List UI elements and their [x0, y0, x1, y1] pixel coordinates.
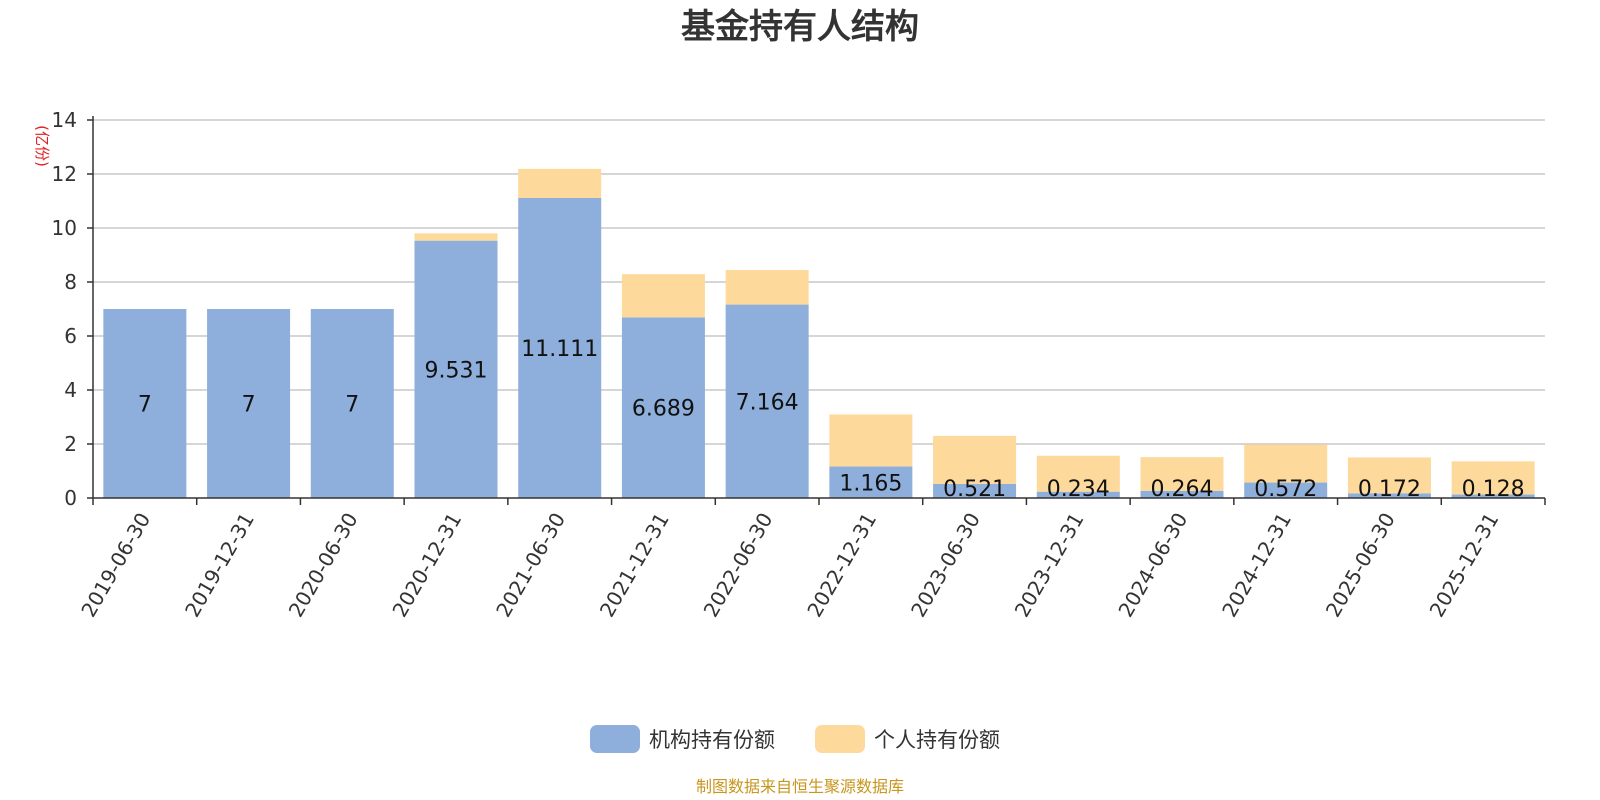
data-labels: 7 7 7 9.531 11.111 6.689 7.164 1.165 0.521 0.234 0… — [138, 337, 1525, 502]
bar-institutional — [207, 309, 291, 498]
data-label: 7 — [242, 393, 256, 418]
bar-individual — [518, 168, 602, 199]
y-tick-label: 8 — [64, 270, 77, 294]
y-tick-label: 0 — [64, 486, 77, 510]
y-tick-label: 14 — [52, 108, 77, 132]
legend-label: 机构持有份额 — [649, 728, 775, 752]
data-label: 7.164 — [736, 390, 799, 415]
bar-individual — [1036, 455, 1120, 492]
data-label: 0.128 — [1462, 477, 1525, 502]
data-label: 7 — [345, 393, 359, 418]
legend-item-institutional[interactable]: 机构持有份额 — [590, 725, 775, 753]
data-label: 0.172 — [1358, 477, 1421, 502]
y-tick-label: 10 — [52, 216, 77, 240]
legend-swatch — [815, 725, 865, 753]
bar-individual — [1140, 457, 1224, 491]
y-tick-label: 6 — [64, 324, 77, 348]
x-tick-label: 2019-12-31 — [180, 509, 259, 622]
y-tick-labels: 0 2 4 6 8 10 12 14 — [52, 108, 77, 510]
y-tick-label: 4 — [64, 378, 77, 402]
data-label: 0.264 — [1151, 477, 1214, 502]
source-note: 制图数据来自恒生聚源数据库 — [696, 777, 904, 796]
y-tick-label: 2 — [64, 432, 77, 456]
x-tick-label: 2022-12-31 — [802, 509, 881, 622]
bar-institutional — [414, 240, 498, 498]
data-label: 1.165 — [839, 471, 902, 496]
data-label: 9.531 — [425, 358, 488, 383]
x-tick-label: 2025-06-30 — [1321, 509, 1400, 622]
bar-individual — [829, 414, 913, 467]
legend-swatch — [590, 725, 640, 753]
bars — [103, 168, 1535, 499]
x-tick-label: 2021-12-31 — [595, 509, 674, 622]
bar-institutional — [518, 198, 602, 499]
x-tick-label: 2023-06-30 — [906, 509, 985, 622]
x-tick-label: 2024-06-30 — [1113, 509, 1192, 622]
x-tick-label: 2024-12-31 — [1217, 509, 1296, 622]
x-tick-label: 2025-12-31 — [1425, 509, 1504, 622]
y-tick-label: 12 — [52, 162, 77, 186]
bar-institutional — [1140, 490, 1224, 498]
bar-institutional — [310, 309, 394, 498]
bar-individual — [933, 435, 1017, 484]
bar-institutional — [1347, 493, 1431, 498]
bar-individual — [725, 270, 809, 305]
bar-institutional — [725, 304, 809, 498]
y-axis-unit: (亿份) — [33, 125, 51, 167]
data-label: 6.689 — [632, 397, 695, 422]
x-tick-labels: 2019-06-30 2019-12-31 2020-06-30 2020-12-31… — [76, 509, 1503, 622]
bar-individual — [1244, 444, 1328, 483]
bar-institutional — [829, 466, 913, 498]
data-label: 0.521 — [943, 477, 1006, 502]
bar-institutional — [1451, 494, 1535, 498]
bar-institutional — [933, 483, 1017, 498]
legend: 机构持有份额 个人持有份额 — [590, 725, 1000, 753]
x-tick-label: 2020-12-31 — [387, 509, 466, 622]
bar-individual — [414, 233, 498, 241]
data-label: 0.234 — [1047, 477, 1110, 502]
x-tick-label: 2020-06-30 — [284, 509, 363, 622]
bar-individual — [621, 274, 705, 318]
chart-title: 基金持有人结构 — [681, 7, 919, 47]
x-tick-label: 2021-06-30 — [491, 509, 570, 622]
x-tick-label: 2019-06-30 — [76, 509, 155, 622]
data-label: 11.111 — [521, 337, 598, 362]
legend-item-individual[interactable]: 个人持有份额 — [815, 725, 1000, 753]
bar-institutional — [1244, 482, 1328, 498]
bar-institutional — [103, 309, 187, 498]
x-tick-label: 2022-06-30 — [699, 509, 778, 622]
axes — [87, 116, 1546, 505]
bar-individual — [1347, 457, 1431, 494]
x-tick-label: 2023-12-31 — [1010, 509, 1089, 622]
data-label: 7 — [138, 393, 152, 418]
legend-label: 个人持有份额 — [874, 728, 1000, 752]
bar-individual — [1451, 461, 1535, 495]
data-label: 0.572 — [1254, 477, 1317, 502]
bar-institutional — [621, 317, 705, 498]
bar-institutional — [1036, 491, 1120, 498]
